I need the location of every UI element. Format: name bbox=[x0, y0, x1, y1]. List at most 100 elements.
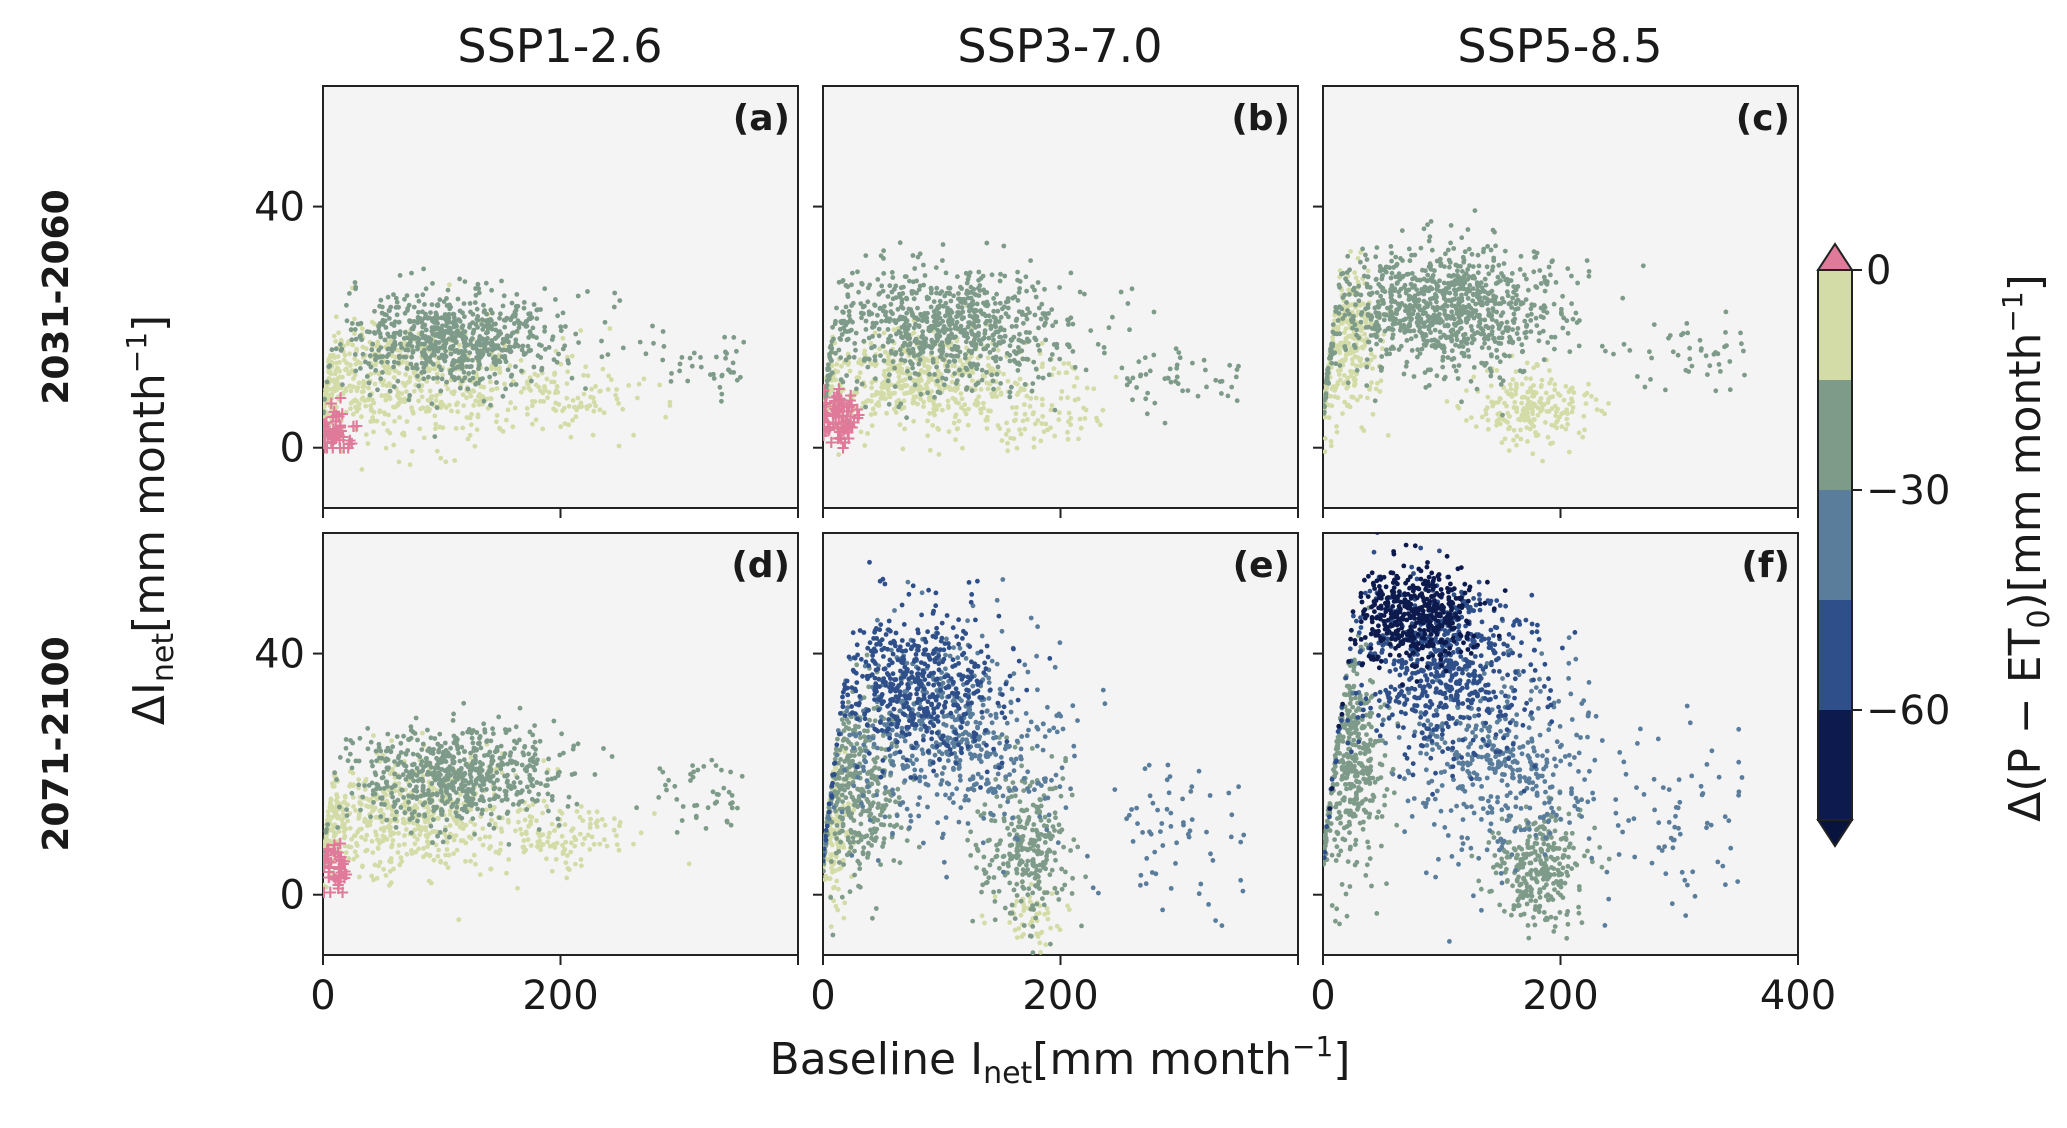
scatter-point bbox=[1203, 367, 1208, 373]
scatter-point bbox=[409, 270, 414, 276]
scatter-point bbox=[899, 297, 905, 303]
scatter-point bbox=[846, 309, 852, 314]
scatter-point: + bbox=[334, 420, 349, 441]
scatter-point bbox=[1544, 279, 1550, 285]
scatter-point bbox=[968, 295, 974, 301]
scatter-point bbox=[1505, 293, 1511, 299]
scatter-point bbox=[827, 401, 833, 407]
scatter-point bbox=[1479, 285, 1485, 290]
scatter-point bbox=[1494, 309, 1499, 315]
scatter-point bbox=[1345, 384, 1351, 389]
scatter-point bbox=[1427, 261, 1433, 267]
scatter-point bbox=[953, 437, 958, 443]
scatter-point: + bbox=[819, 393, 834, 414]
scatter-point bbox=[372, 331, 378, 336]
scatter-point bbox=[1363, 320, 1369, 326]
scatter-point bbox=[384, 354, 390, 359]
scatter-point bbox=[529, 378, 534, 384]
scatter-point bbox=[937, 315, 943, 321]
scatter-point bbox=[553, 408, 559, 413]
scatter-point bbox=[1351, 383, 1357, 388]
scatter-point bbox=[851, 407, 857, 413]
scatter-point bbox=[492, 354, 498, 360]
scatter-point bbox=[533, 382, 539, 388]
scatter-point bbox=[1455, 329, 1461, 335]
scatter-point bbox=[1342, 373, 1347, 378]
scatter-point bbox=[1078, 425, 1084, 431]
scatter-point bbox=[1045, 427, 1051, 433]
scatter-point bbox=[1011, 357, 1017, 363]
scatter-point: + bbox=[841, 401, 856, 422]
scatter-point: + bbox=[324, 432, 339, 453]
scatter-point bbox=[1076, 436, 1081, 442]
scatter-point bbox=[382, 337, 388, 343]
scatter-point bbox=[987, 367, 993, 373]
scatter-point bbox=[1043, 421, 1049, 427]
scatter-point bbox=[1372, 332, 1377, 338]
scatter-point bbox=[1511, 427, 1517, 433]
scatter-point bbox=[504, 417, 509, 423]
scatter-point bbox=[902, 383, 908, 388]
scatter-point bbox=[731, 335, 737, 340]
scatter-point bbox=[360, 351, 366, 357]
scatter-point bbox=[940, 258, 945, 263]
scatter-point bbox=[494, 419, 499, 425]
scatter-point bbox=[397, 273, 403, 278]
scatter-point bbox=[984, 417, 990, 423]
scatter-point bbox=[1461, 259, 1467, 265]
scatter-point bbox=[1006, 314, 1011, 320]
scatter-point bbox=[895, 369, 901, 374]
scatter-point bbox=[1383, 312, 1389, 318]
scatter-point bbox=[962, 355, 968, 361]
scatter-point bbox=[502, 381, 507, 387]
scatter-point bbox=[1501, 261, 1507, 266]
scatter-point bbox=[1510, 327, 1515, 332]
scatter-point bbox=[863, 327, 869, 332]
scatter-point bbox=[838, 377, 844, 382]
scatter-point bbox=[433, 426, 438, 432]
scatter-point bbox=[405, 306, 411, 311]
scatter-point bbox=[1456, 363, 1462, 368]
scatter-point bbox=[387, 771, 393, 777]
scatter-point bbox=[1448, 223, 1454, 228]
scatter-point bbox=[1359, 425, 1365, 430]
scatter-point bbox=[338, 342, 343, 347]
scatter-point bbox=[410, 365, 416, 371]
scatter-point bbox=[363, 432, 369, 437]
scatter-point bbox=[942, 325, 947, 331]
scatter-point bbox=[913, 337, 919, 342]
scatter-point bbox=[1518, 301, 1524, 307]
scatter-point bbox=[1484, 264, 1490, 270]
scatter-point bbox=[404, 827, 409, 832]
scatter-point bbox=[1378, 368, 1384, 373]
scatter-point bbox=[492, 371, 498, 377]
scatter-point bbox=[385, 294, 391, 300]
scatter-point bbox=[359, 389, 365, 395]
scatter-point bbox=[1507, 382, 1513, 387]
scatter-point bbox=[1438, 263, 1444, 268]
scatter-point bbox=[1061, 361, 1067, 366]
scatter-point bbox=[1455, 376, 1461, 381]
scatter-point bbox=[1442, 374, 1448, 380]
scatter-point bbox=[1323, 436, 1328, 441]
scatter-point bbox=[385, 366, 391, 372]
scatter-point bbox=[976, 269, 982, 275]
scatter-point bbox=[1479, 360, 1484, 366]
scatter-point bbox=[434, 346, 440, 352]
scatter-point: + bbox=[344, 433, 359, 454]
scatter-point bbox=[1350, 361, 1356, 367]
scatter-point bbox=[392, 319, 398, 325]
scatter-point bbox=[1565, 266, 1571, 271]
scatter-point bbox=[1599, 343, 1605, 349]
scatter-point bbox=[631, 432, 636, 438]
scatter-point bbox=[539, 365, 545, 371]
scatter-point bbox=[444, 318, 450, 324]
scatter-point bbox=[445, 386, 451, 392]
scatter-point bbox=[583, 364, 589, 370]
scatter-point bbox=[845, 320, 851, 325]
scatter-point bbox=[872, 344, 877, 349]
scatter-point bbox=[1520, 369, 1526, 375]
scatter-point bbox=[1417, 324, 1423, 330]
scatter-point bbox=[534, 307, 540, 313]
scatter-point bbox=[893, 283, 899, 289]
